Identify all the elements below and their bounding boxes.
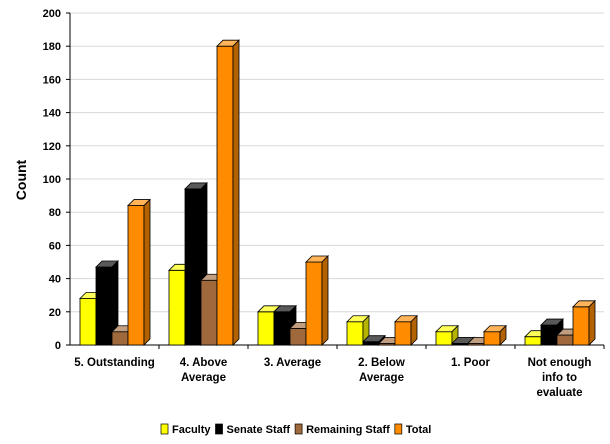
bar-side [410,314,418,346]
bar-side [232,39,240,346]
y-tick-label: 40 [49,274,61,286]
x-category-label: 4. Above Average [180,357,228,384]
legend-label: Total [406,424,431,436]
bar-side [321,255,329,346]
bar-front [524,336,542,346]
legend-item: Total [394,423,431,436]
bar-front [572,306,590,346]
x-category-label: 5. Outstanding [74,357,155,369]
y-tick-label: 100 [43,174,61,186]
bar-front [273,311,291,346]
bar-side [499,324,507,346]
y-tick-label: 160 [43,74,61,86]
y-tick-label: 20 [49,307,61,319]
y-tick-label: 60 [49,240,61,252]
grid-lines [70,12,604,313]
y-tick-label: 80 [49,207,61,219]
bar [305,255,329,346]
legend-swatch [215,423,223,435]
bar-front [111,331,129,346]
bar-front [346,321,364,346]
legend: Faculty Senate Staff Remaining Staff Total [160,423,431,436]
bar-front [394,321,412,346]
bar [572,299,596,346]
y-tick-label: 0 [55,340,61,352]
legend-label: Senate Staff [227,424,291,436]
bar [95,260,119,346]
bar [483,324,507,346]
bar [435,324,459,346]
bar [394,314,418,346]
legend-swatch [394,423,403,435]
bar-front [95,266,113,346]
legend-swatch [160,423,169,435]
bar-front [289,327,307,346]
y-tick-label: 200 [43,8,61,20]
bar-front [362,341,380,346]
y-tick-label: 140 [43,108,61,120]
bar-front [168,269,186,346]
x-category-label: Not enough info to evaluate [528,357,592,399]
legend-item: Senate Staff [215,423,291,436]
bar-front [305,261,323,346]
axes [66,12,605,349]
bar-front [216,45,234,346]
bar-front [127,205,145,346]
y-tick-label: 120 [43,141,61,153]
legend-label: Remaining Staff [306,424,390,436]
x-category-label: 1. Poor [451,357,491,369]
bar-front [556,334,574,346]
bar-front [483,331,501,346]
x-category-label: 2. Below Average [358,357,405,384]
legend-label: Faculty [172,424,211,436]
axis-labels: 0 20 40 60 80 100 120 140 160 180 200 5. Outstandin… [43,8,592,399]
bar-side [143,198,151,346]
bar-side [588,299,596,346]
bar-front [184,188,202,346]
bar-front [257,311,275,346]
bar-front [79,298,97,346]
y-tick-label: 180 [43,41,61,53]
y-axis-title: Count [13,159,29,200]
bar [216,39,240,346]
x-category-label: 3. Average [264,357,321,369]
legend-item: Remaining Staff [294,423,390,436]
legend-item: Faculty [160,423,211,436]
bar [127,198,151,346]
bar-front [435,331,453,346]
bar-front [540,324,558,346]
bar-front [200,279,218,346]
bars [79,39,596,346]
legend-swatch [294,423,303,435]
